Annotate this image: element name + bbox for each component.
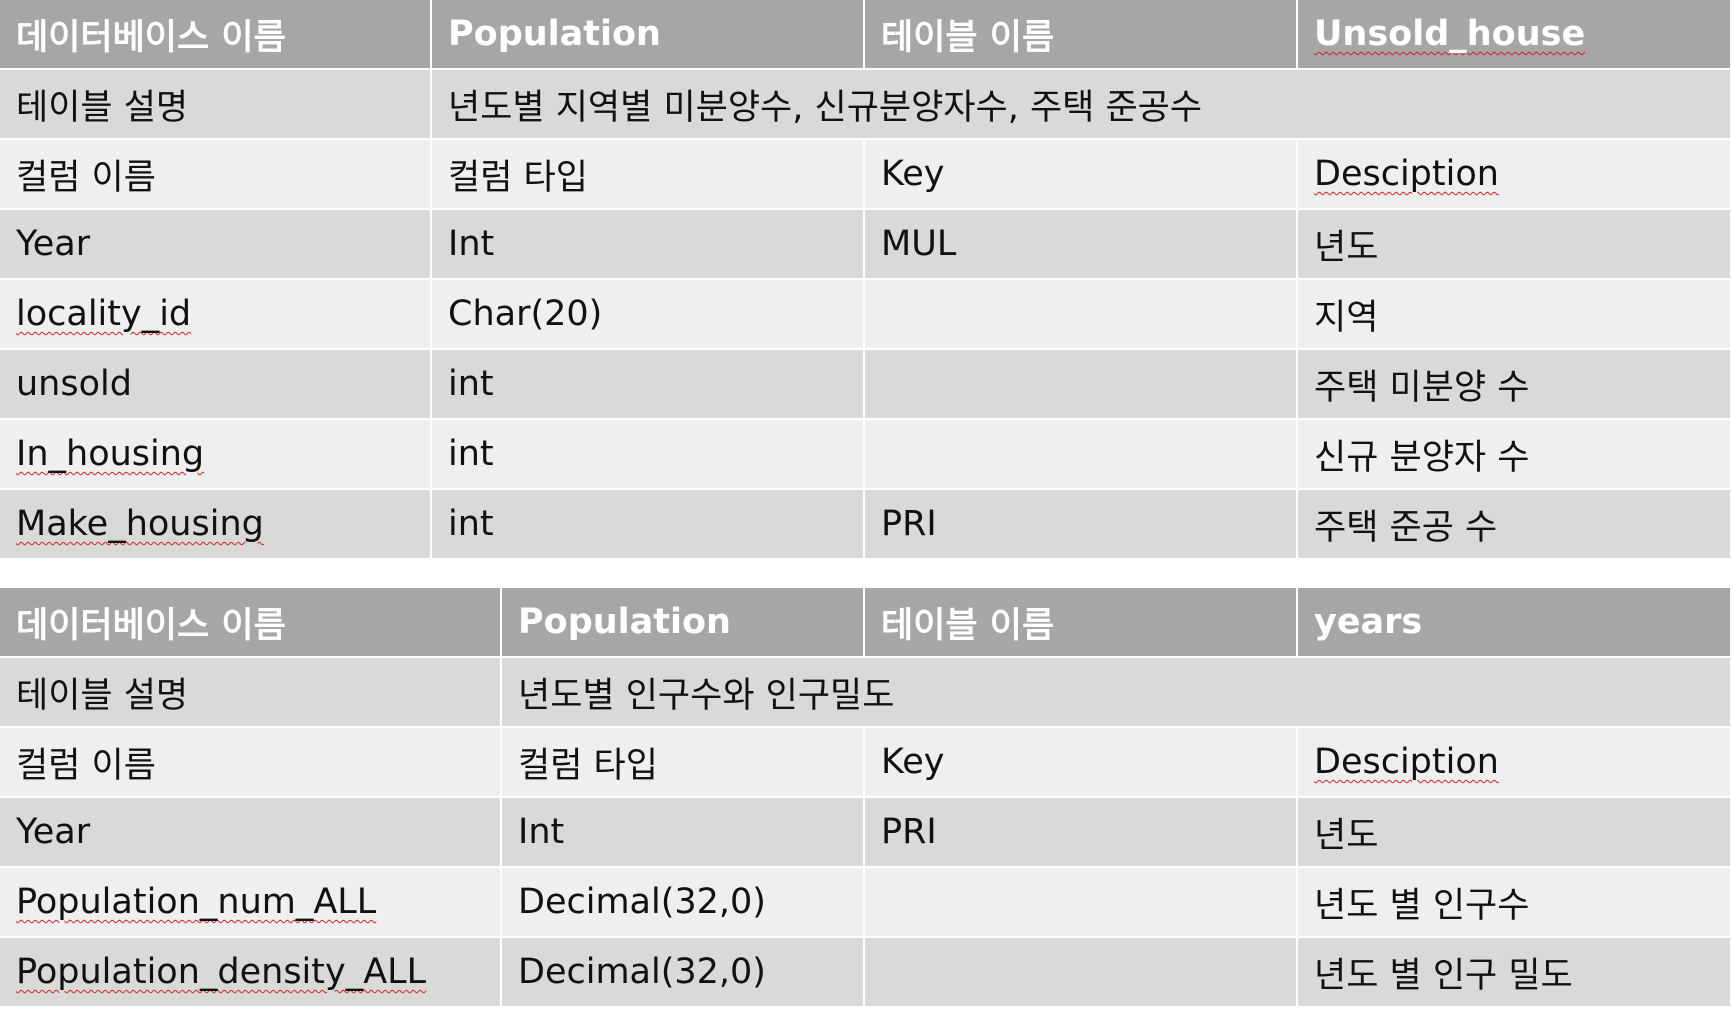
description-cell: 년도 별 인구 밀도 bbox=[1298, 938, 1732, 1008]
column-type-cell: int bbox=[432, 490, 865, 560]
table-row: Population_num_ALL Decimal(32,0) 년도 별 인구… bbox=[0, 868, 1732, 938]
column-name-cell: Population_density_ALL bbox=[0, 938, 502, 1008]
column-name-text: Make_housing bbox=[16, 504, 264, 544]
description-cell: 년도 bbox=[1298, 798, 1732, 868]
column-name-header: 컬럼 이름 bbox=[0, 140, 432, 210]
column-type-cell: Int bbox=[432, 210, 865, 280]
db-name-label: 데이터베이스 이름 bbox=[0, 0, 432, 70]
table-header-row: 데이터베이스 이름 Population 테이블 이름 Unsold_house bbox=[0, 0, 1732, 70]
column-type-cell: int bbox=[432, 350, 865, 420]
table-row: Make_housing int PRI 주택 준공 수 bbox=[0, 490, 1732, 560]
key-cell: PRI bbox=[865, 490, 1298, 560]
years-spec-table: 데이터베이스 이름 Population 테이블 이름 years 테이블 설명… bbox=[0, 588, 1732, 1008]
description-header: Desciption bbox=[1298, 728, 1732, 798]
column-header-row: 컬럼 이름 컬럼 타입 Key Desciption bbox=[0, 140, 1732, 210]
description-label: 테이블 설명 bbox=[0, 658, 502, 728]
column-name-cell: Population_num_ALL bbox=[0, 868, 502, 938]
table-row: Year Int MUL 년도 bbox=[0, 210, 1732, 280]
description-value: 년도별 인구수와 인구밀도 bbox=[502, 658, 1732, 728]
column-type-header: 컬럼 타입 bbox=[502, 728, 865, 798]
column-name-text: In_housing bbox=[16, 434, 205, 474]
column-type-cell: Decimal(32,0) bbox=[502, 938, 865, 1008]
description-cell: 신규 분양자 수 bbox=[1298, 420, 1732, 490]
table-row: Year Int PRI 년도 bbox=[0, 798, 1732, 868]
description-cell: 주택 미분양 수 bbox=[1298, 350, 1732, 420]
column-type-cell: Int bbox=[502, 798, 865, 868]
column-name-cell: Year bbox=[0, 798, 502, 868]
table-row: In_housing int 신규 분양자 수 bbox=[0, 420, 1732, 490]
db-name-value: Population bbox=[432, 0, 865, 70]
table-header-row: 데이터베이스 이름 Population 테이블 이름 years bbox=[0, 588, 1732, 658]
column-name-text: Population_num_ALL bbox=[16, 882, 377, 922]
column-name-cell: Year bbox=[0, 210, 432, 280]
description-label: 테이블 설명 bbox=[0, 70, 432, 140]
table-description-row: 테이블 설명 년도별 지역별 미분양수, 신규분양자수, 주택 준공수 bbox=[0, 70, 1732, 140]
description-cell: 지역 bbox=[1298, 280, 1732, 350]
table-row: locality_id Char(20) 지역 bbox=[0, 280, 1732, 350]
table-name-text: Unsold_house bbox=[1314, 14, 1586, 54]
column-name-header: 컬럼 이름 bbox=[0, 728, 502, 798]
key-cell bbox=[865, 868, 1298, 938]
key-header: Key bbox=[865, 728, 1298, 798]
key-cell bbox=[865, 420, 1298, 490]
key-cell bbox=[865, 280, 1298, 350]
table-name-value: years bbox=[1298, 588, 1732, 658]
description-header: Desciption bbox=[1298, 140, 1732, 210]
key-cell bbox=[865, 350, 1298, 420]
key-header: Key bbox=[865, 140, 1298, 210]
column-name-cell: locality_id bbox=[0, 280, 432, 350]
table-name-value: Unsold_house bbox=[1298, 0, 1732, 70]
description-cell: 주택 준공 수 bbox=[1298, 490, 1732, 560]
column-type-cell: int bbox=[432, 420, 865, 490]
unsold-house-spec-table: 데이터베이스 이름 Population 테이블 이름 Unsold_house… bbox=[0, 0, 1732, 560]
column-header-row: 컬럼 이름 컬럼 타입 Key Desciption bbox=[0, 728, 1732, 798]
db-name-value: Population bbox=[502, 588, 865, 658]
table-description-row: 테이블 설명 년도별 인구수와 인구밀도 bbox=[0, 658, 1732, 728]
table-name-label: 테이블 이름 bbox=[865, 588, 1298, 658]
table-row: Population_density_ALL Decimal(32,0) 년도 … bbox=[0, 938, 1732, 1008]
description-header-text: Desciption bbox=[1314, 154, 1499, 194]
key-cell bbox=[865, 938, 1298, 1008]
key-cell: MUL bbox=[865, 210, 1298, 280]
table-row: unsold int 주택 미분양 수 bbox=[0, 350, 1732, 420]
key-cell: PRI bbox=[865, 798, 1298, 868]
column-type-header: 컬럼 타입 bbox=[432, 140, 865, 210]
column-type-cell: Decimal(32,0) bbox=[502, 868, 865, 938]
column-name-text: locality_id bbox=[16, 294, 192, 334]
column-name-text: Population_density_ALL bbox=[16, 952, 427, 992]
db-name-label: 데이터베이스 이름 bbox=[0, 588, 502, 658]
column-type-cell: Char(20) bbox=[432, 280, 865, 350]
description-cell: 년도 bbox=[1298, 210, 1732, 280]
description-header-text: Desciption bbox=[1314, 742, 1499, 782]
column-name-cell: unsold bbox=[0, 350, 432, 420]
table-name-label: 테이블 이름 bbox=[865, 0, 1298, 70]
column-name-cell: Make_housing bbox=[0, 490, 432, 560]
description-value: 년도별 지역별 미분양수, 신규분양자수, 주택 준공수 bbox=[432, 70, 1732, 140]
column-name-cell: In_housing bbox=[0, 420, 432, 490]
description-cell: 년도 별 인구수 bbox=[1298, 868, 1732, 938]
